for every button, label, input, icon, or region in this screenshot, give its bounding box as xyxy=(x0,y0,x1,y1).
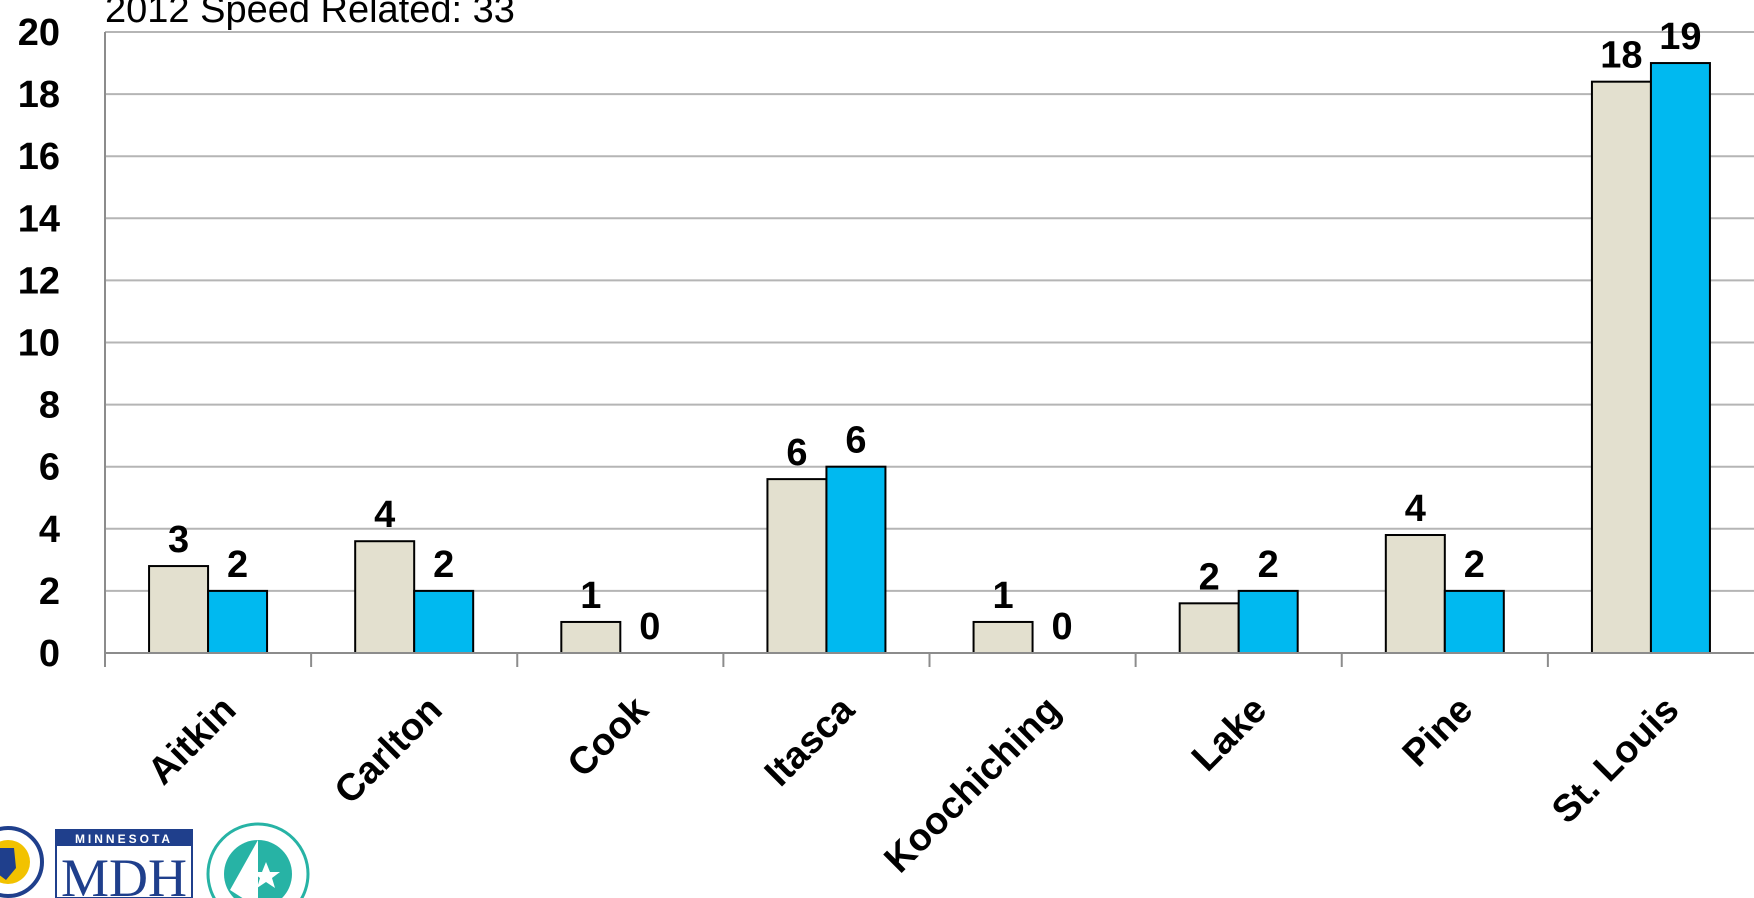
bar xyxy=(1649,62,1711,655)
x-tick-label: Carlton xyxy=(327,689,451,813)
x-tick-label: Koochiching xyxy=(877,689,1069,881)
data-label: 6 xyxy=(786,432,807,474)
y-tick-label: 18 xyxy=(18,74,60,116)
data-label: 18 xyxy=(1600,35,1642,77)
mdh-logo-top-text: MINNESOTA xyxy=(75,832,173,846)
data-label: 4 xyxy=(374,494,395,536)
y-axis-ticks: 0 2 4 6 8 10 12 14 16 18 20 xyxy=(18,12,60,675)
bar xyxy=(354,540,416,654)
mndot-logo xyxy=(206,822,310,898)
bar xyxy=(560,620,622,655)
data-label: 4 xyxy=(1405,488,1426,530)
bar xyxy=(1443,589,1505,655)
bar xyxy=(148,565,210,654)
gridlines xyxy=(105,31,1754,592)
bar xyxy=(972,620,1034,655)
bar xyxy=(1178,602,1240,655)
x-tick-label: Itasca xyxy=(757,688,863,794)
x-tick-label: Pine xyxy=(1395,689,1481,775)
data-label: 2 xyxy=(1199,556,1220,598)
y-tick-label: 8 xyxy=(39,385,60,427)
y-tick-label: 4 xyxy=(39,509,60,551)
y-tick-label: 14 xyxy=(18,198,60,240)
data-label: 0 xyxy=(1051,606,1072,648)
bar xyxy=(1590,80,1652,655)
x-tick-label: St. Louis xyxy=(1544,689,1687,832)
bar xyxy=(1237,589,1299,655)
data-label: 2 xyxy=(227,544,248,586)
data-label: 2 xyxy=(1464,544,1485,586)
mdh-logo: MINNESOTA MDH xyxy=(55,829,193,898)
dps-logo xyxy=(0,826,44,898)
bar xyxy=(1384,534,1446,655)
axes xyxy=(104,32,1754,667)
chart-title: 2012 Speed Related: 33 xyxy=(105,0,515,31)
y-tick-label: 20 xyxy=(18,12,60,54)
x-tick-label: Aitkin xyxy=(140,689,244,793)
bar xyxy=(413,589,475,655)
data-label: 0 xyxy=(639,606,660,648)
data-label: 2 xyxy=(433,544,454,586)
x-tick-label: Cook xyxy=(560,688,657,785)
bar xyxy=(207,589,269,655)
data-label: 19 xyxy=(1659,16,1701,58)
y-tick-label: 0 xyxy=(39,633,60,675)
y-tick-label: 2 xyxy=(39,571,60,613)
mdh-logo-text: MDH xyxy=(61,848,187,898)
x-tick-label: Lake xyxy=(1184,689,1275,780)
bar xyxy=(825,465,887,655)
bar xyxy=(766,478,828,654)
y-tick-label: 12 xyxy=(18,260,60,302)
y-tick-label: 16 xyxy=(18,136,60,178)
data-label: 3 xyxy=(168,519,189,561)
y-tick-label: 6 xyxy=(39,447,60,489)
x-axis-ticks: Aitkin Carlton Cook Itasca Koochiching Lake Pi… xyxy=(140,688,1687,881)
data-label: 1 xyxy=(992,575,1013,617)
data-label: 2 xyxy=(1258,544,1279,586)
y-tick-label: 10 xyxy=(18,323,60,365)
data-label: 1 xyxy=(580,575,601,617)
data-label: 6 xyxy=(845,420,866,462)
